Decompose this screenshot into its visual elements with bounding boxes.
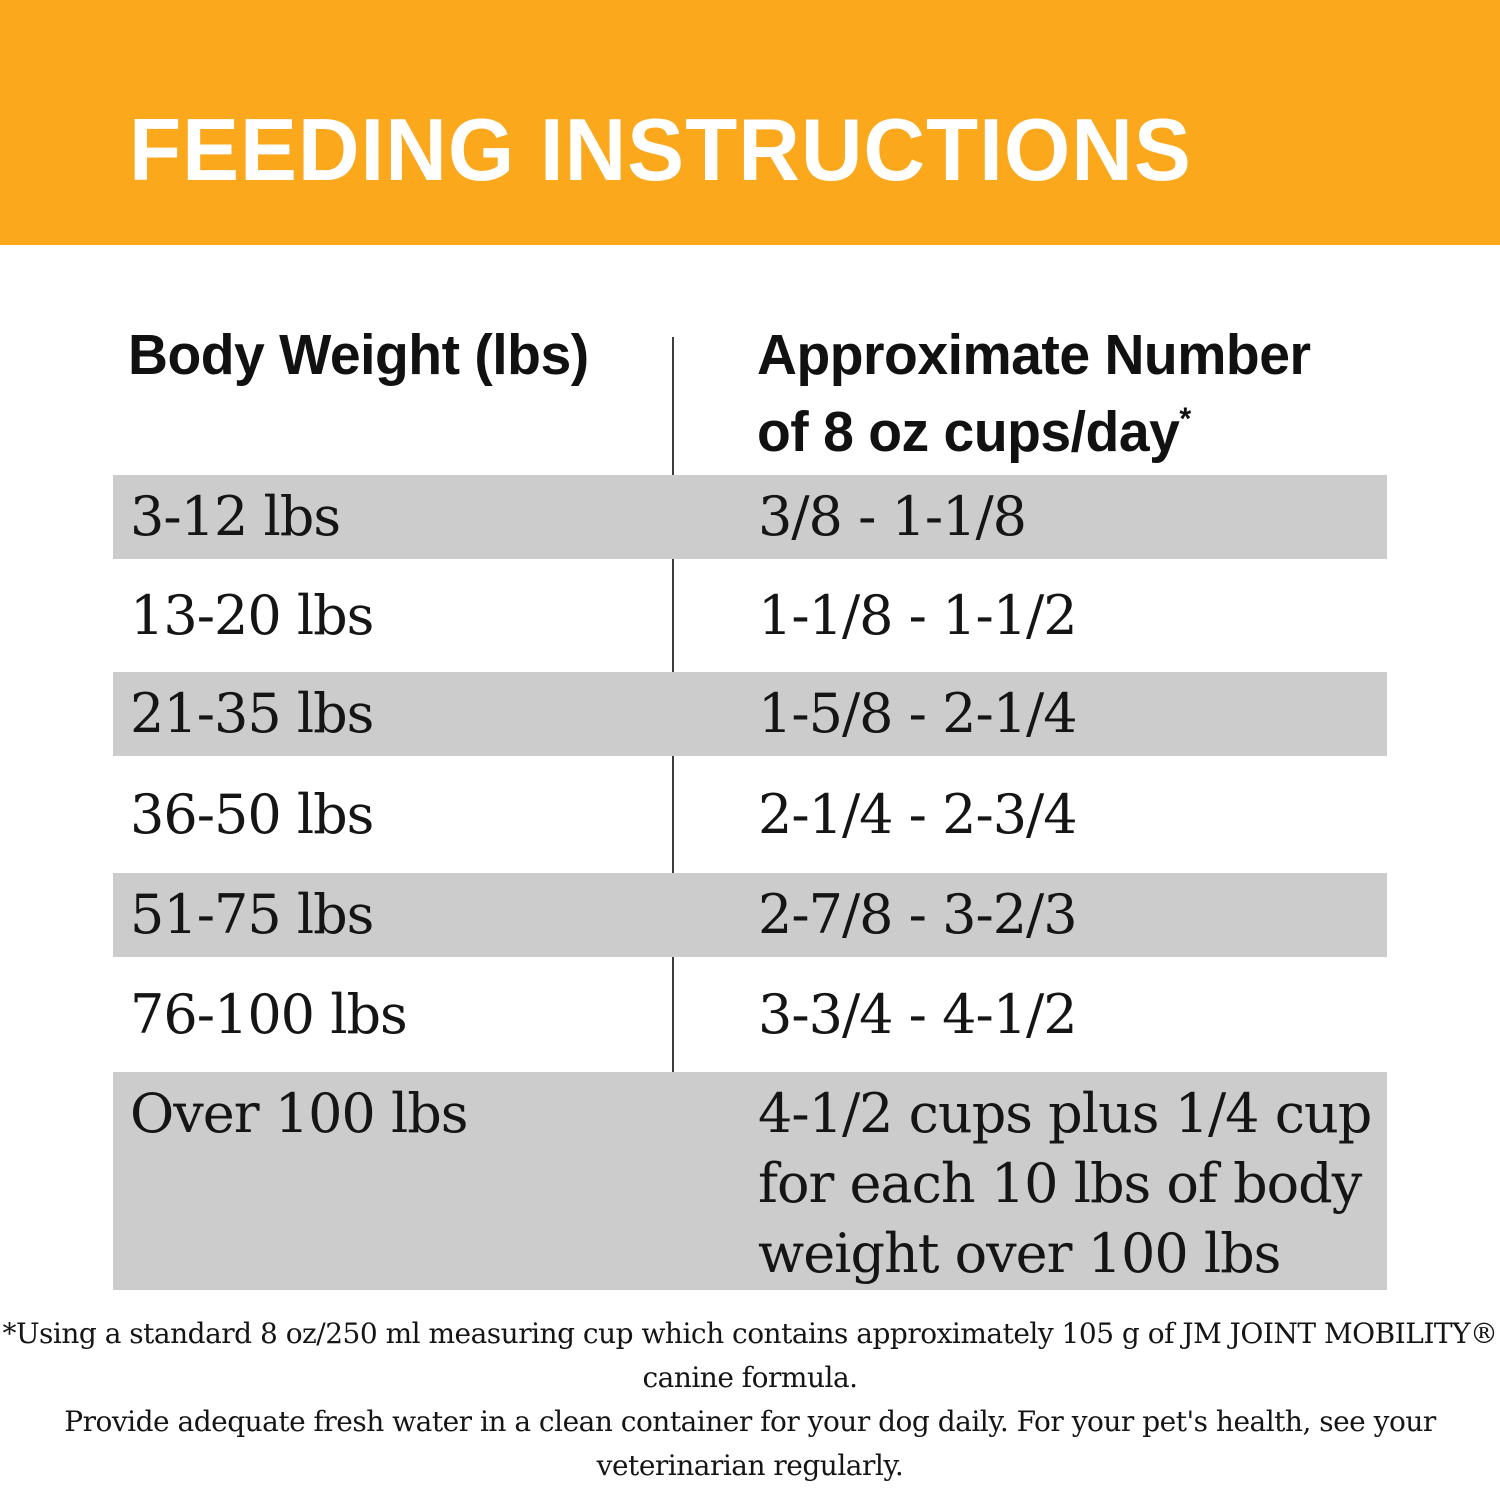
cups-per-day-cell: 2-7/8 - 3-2/3 bbox=[758, 883, 1078, 946]
body-weight-cell: 51-75 lbs bbox=[130, 883, 374, 946]
table-row: 36-50 lbs 2-1/4 - 2-3/4 bbox=[113, 756, 1387, 873]
cups-per-day-cell: 3/8 - 1-1/8 bbox=[758, 485, 1027, 548]
column-header-cups-line2: of 8 oz cups/day bbox=[757, 400, 1180, 464]
footnote-asterisk-marker: * bbox=[1179, 401, 1191, 436]
table-row: 51-75 lbs 2-7/8 - 3-2/3 bbox=[113, 873, 1387, 957]
footnote-line: *Using a standard 8 oz/250 ml measuring … bbox=[2, 1317, 1498, 1394]
table-row: 76-100 lbs 3-3/4 - 4-1/2 bbox=[113, 957, 1387, 1072]
cups-per-day-cell: 1-1/8 - 1-1/2 bbox=[758, 583, 1078, 647]
table-row: 3-12 lbs 3/8 - 1-1/8 bbox=[113, 475, 1387, 559]
column-divider-line bbox=[672, 337, 674, 1290]
body-weight-cell: 3-12 lbs bbox=[130, 485, 341, 548]
footnote-line: Provide adequate fresh water in a clean … bbox=[64, 1405, 1436, 1482]
body-weight-cell: 13-20 lbs bbox=[130, 583, 374, 647]
cups-per-day-cell: 1-5/8 - 2-1/4 bbox=[758, 682, 1078, 745]
cups-per-day-cell: 4-1/2 cups plus 1/4 cup for each 10 lbs … bbox=[758, 1082, 1372, 1285]
table-row: Over 100 lbs 4-1/2 cups plus 1/4 cup for… bbox=[113, 1072, 1387, 1290]
body-weight-cell: 36-50 lbs bbox=[130, 782, 374, 846]
header-banner: FEEDING INSTRUCTIONS bbox=[0, 0, 1500, 245]
page-title: FEEDING INSTRUCTIONS bbox=[129, 100, 1192, 199]
body-weight-cell: 21-35 lbs bbox=[130, 682, 374, 745]
column-header-body-weight: Body Weight (lbs) bbox=[128, 323, 589, 387]
table-row: 13-20 lbs 1-1/8 - 1-1/2 bbox=[113, 559, 1387, 672]
column-header-cups: Approximate Number of 8 oz cups/day* bbox=[757, 323, 1311, 465]
table-row: 21-35 lbs 1-5/8 - 2-1/4 bbox=[113, 672, 1387, 756]
feeding-table: 3-12 lbs 3/8 - 1-1/8 13-20 lbs 1-1/8 - 1… bbox=[113, 475, 1387, 1290]
column-header-cups-line1: Approximate Number bbox=[757, 323, 1311, 387]
cups-per-day-cell: 2-1/4 - 2-3/4 bbox=[758, 782, 1078, 846]
cups-per-day-cell: 3-3/4 - 4-1/2 bbox=[758, 982, 1078, 1046]
body-weight-cell: Over 100 lbs bbox=[130, 1082, 469, 1145]
footnote: *Using a standard 8 oz/250 ml measuring … bbox=[0, 1312, 1500, 1488]
body-weight-cell: 76-100 lbs bbox=[130, 982, 408, 1046]
